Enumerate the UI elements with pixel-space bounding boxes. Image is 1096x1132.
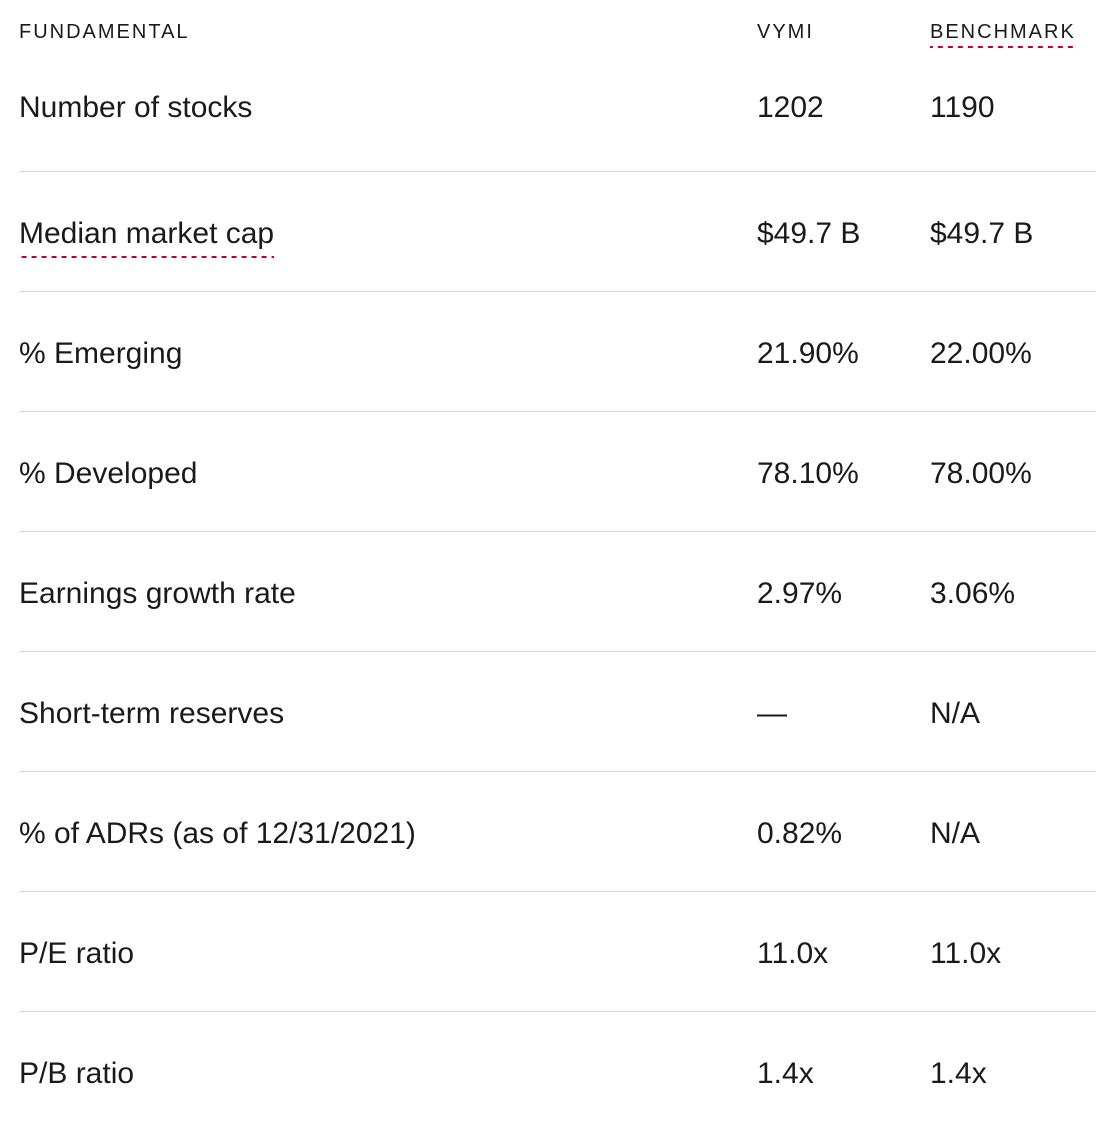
row-label: P/B ratio xyxy=(19,1057,135,1090)
table-row: Number of stocks 1202 1190 xyxy=(19,66,1096,172)
benchmark-value: N/A xyxy=(930,697,981,730)
table-row: % Developed 78.10% 78.00% xyxy=(19,412,1096,532)
table-row: Earnings growth rate 2.97% 3.06% xyxy=(19,532,1096,652)
vymi-value: 1.4x xyxy=(757,1057,814,1090)
table-row: P/B ratio 1.4x 1.4x xyxy=(19,1012,1096,1132)
benchmark-value: $49.7 B xyxy=(930,217,1034,250)
table-header: FUNDAMENTAL VYMI BENCHMARK xyxy=(19,0,1096,66)
table-row: Median market cap $49.7 B $49.7 B xyxy=(19,172,1096,292)
row-label: % of ADRs (as of 12/31/2021) xyxy=(19,817,416,850)
row-label: % Developed xyxy=(19,457,198,490)
fundamentals-table: FUNDAMENTAL VYMI BENCHMARK Number of sto… xyxy=(19,0,1096,1132)
table-row: P/E ratio 11.0x 11.0x xyxy=(19,892,1096,1012)
table-row: % Emerging 21.90% 22.00% xyxy=(19,292,1096,412)
benchmark-value: 3.06% xyxy=(930,577,1016,610)
table-row: Short-term reserves — N/A xyxy=(19,652,1096,772)
column-header-benchmark[interactable]: BENCHMARK xyxy=(930,20,1076,48)
benchmark-value: N/A xyxy=(930,817,981,850)
row-label: Earnings growth rate xyxy=(19,577,296,610)
benchmark-value: 11.0x xyxy=(930,937,1002,970)
vymi-value: 78.10% xyxy=(757,457,859,490)
vymi-value: 2.97% xyxy=(757,577,843,610)
row-label: Number of stocks xyxy=(19,91,253,124)
benchmark-value: 1190 xyxy=(930,91,995,124)
row-label: % Emerging xyxy=(19,337,183,370)
vymi-value: 21.90% xyxy=(757,337,859,370)
column-header-fundamental: FUNDAMENTAL xyxy=(19,21,190,43)
row-label: P/E ratio xyxy=(19,937,135,970)
column-header-vymi: VYMI xyxy=(757,21,814,43)
benchmark-value: 1.4x xyxy=(930,1057,987,1090)
vymi-value: — xyxy=(757,697,787,730)
benchmark-value: 22.00% xyxy=(930,337,1032,370)
vymi-value: $49.7 B xyxy=(757,217,861,250)
vymi-value: 1202 xyxy=(757,91,824,124)
row-label-tooltip-trigger[interactable]: Median market cap xyxy=(19,216,275,258)
benchmark-value: 78.00% xyxy=(930,457,1032,490)
table-row: % of ADRs (as of 12/31/2021) 0.82% N/A xyxy=(19,772,1096,892)
row-label: Short-term reserves xyxy=(19,697,285,730)
vymi-value: 11.0x xyxy=(757,937,829,970)
vymi-value: 0.82% xyxy=(757,817,843,850)
